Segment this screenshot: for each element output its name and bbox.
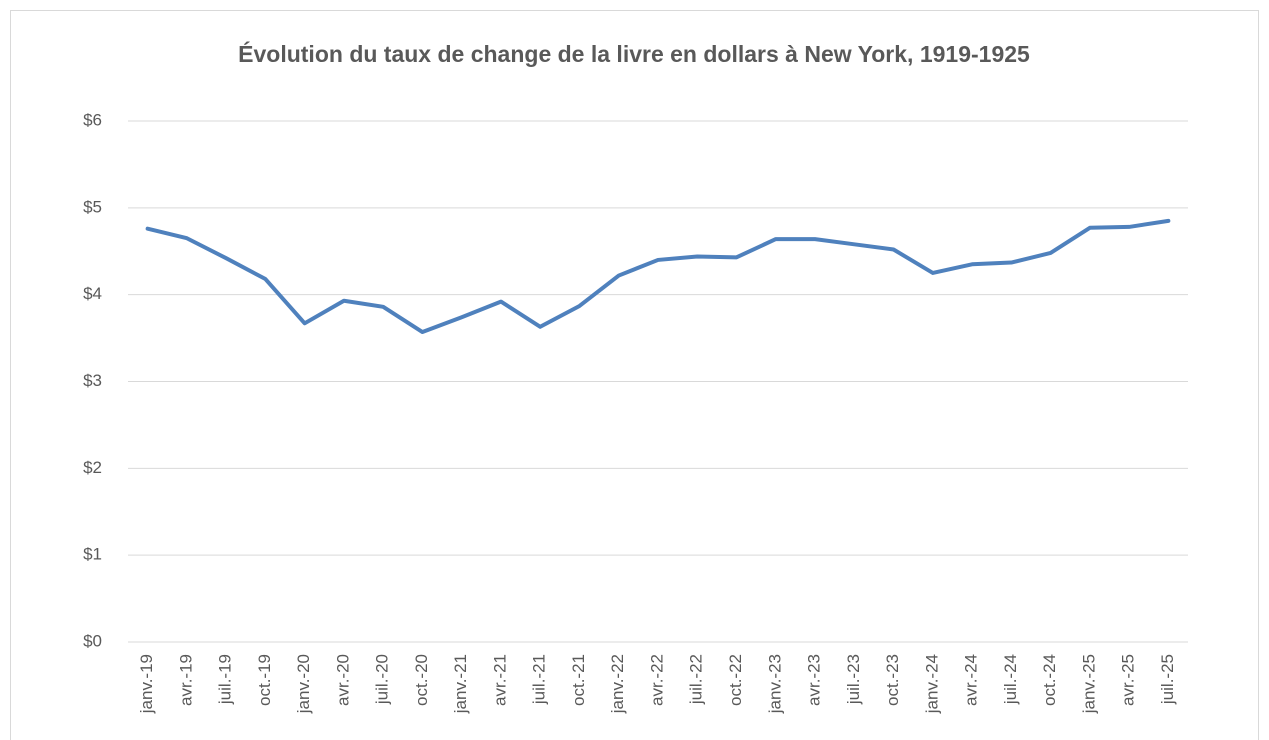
chart-title: Évolution du taux de change de la livre …	[238, 40, 1030, 67]
x-tick-label: juil.-21	[530, 654, 549, 705]
x-tick-label: oct.-23	[883, 654, 902, 706]
x-tick-label: oct.-21	[569, 654, 588, 706]
x-tick-label: janv.-19	[137, 654, 156, 714]
x-tick-label: janv.-22	[608, 654, 627, 714]
y-tick-label: $2	[83, 458, 102, 477]
x-tick-label: avr.-20	[333, 654, 352, 706]
y-tick-label: $6	[83, 110, 102, 129]
y-tick-label: $4	[83, 284, 102, 303]
x-tick-label: avr.-23	[805, 654, 824, 706]
line	[145, 218, 1171, 335]
x-tick-label: oct.-20	[412, 654, 431, 706]
x-tick-label: oct.-24	[1040, 654, 1059, 706]
y-tick-label: $5	[83, 197, 102, 216]
x-tick-label: oct.-19	[255, 654, 274, 706]
y-tick-label: $1	[83, 545, 102, 564]
x-tick-label: juil.-25	[1158, 654, 1177, 705]
x-tick-label: janv.-25	[1079, 654, 1098, 714]
x-tick-label: janv.-21	[451, 654, 470, 714]
x-tick-label: avr.-24	[962, 654, 981, 706]
x-tick-label: avr.-21	[490, 654, 509, 706]
x-tick-label: janv.-20	[294, 654, 313, 714]
y-tick-label: $0	[83, 631, 102, 650]
x-tick-label: avr.-25	[1119, 654, 1138, 706]
x-tick-label: juil.-22	[687, 654, 706, 705]
x-tick-label: oct.-22	[726, 654, 745, 706]
x-tick-label: janv.-23	[765, 654, 784, 714]
x-tick-label: juil.-20	[373, 654, 392, 705]
chart-border	[10, 10, 1259, 740]
x-tick-label: juil.-24	[1001, 654, 1020, 705]
x-tick-label: avr.-19	[176, 654, 195, 706]
x-tick-label: juil.-23	[844, 654, 863, 705]
x-tick-label: avr.-22	[647, 654, 666, 706]
y-tick-label: $3	[83, 371, 102, 390]
x-tick-label: janv.-24	[922, 654, 941, 714]
x-tick-label: juil.-19	[216, 654, 235, 705]
